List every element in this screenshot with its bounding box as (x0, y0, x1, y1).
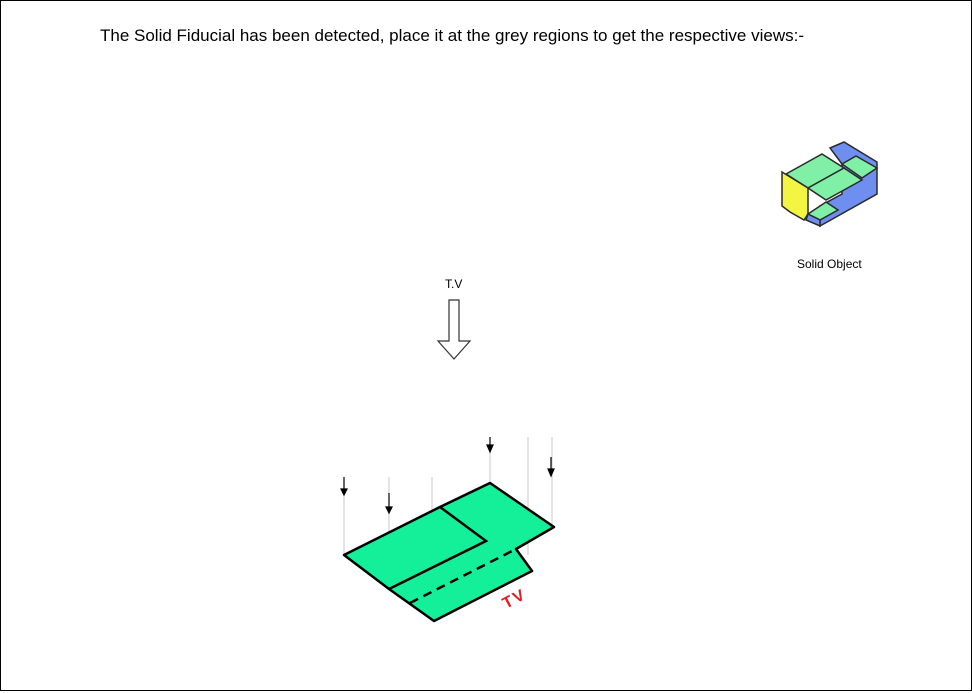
top-view-drawing: TV (340, 437, 556, 623)
top-view-hidden-edge (409, 547, 517, 605)
solid-front-face (781, 170, 809, 221)
top-view-label: TV (500, 586, 530, 612)
solid-top-face-right (840, 155, 879, 179)
top-view-inner-edge (388, 505, 489, 591)
solid-object-icon (781, 141, 879, 228)
solid-object-label: Solid Object (797, 257, 862, 271)
down-arrow-icon (436, 299, 472, 360)
instruction-text: The Solid Fiducial has been detected, pl… (100, 26, 805, 45)
projection-arrows (340, 437, 555, 515)
view-label: T.V (445, 277, 463, 291)
solid-top-face-front (806, 167, 864, 201)
solid-step-front (805, 212, 821, 228)
